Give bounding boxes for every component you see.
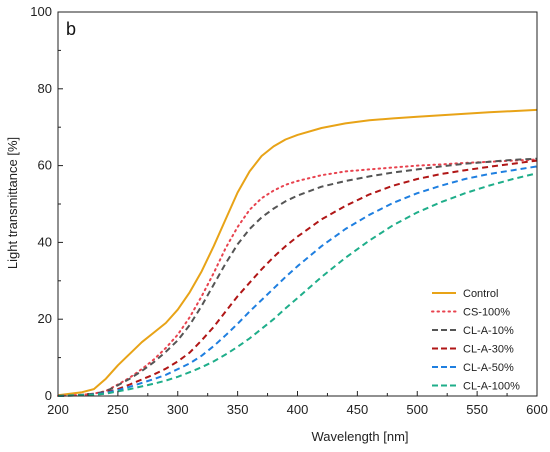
y-tick-label: 100 [30,4,52,19]
series-line-5 [57,165,538,397]
legend-label-6: CL-A-100% [463,381,520,393]
legend: Control CS-100% CL-A-10% CL-A-30% CL-A-50% CL… [431,288,520,393]
x-tick-label: 200 [47,402,69,417]
x-tick-label: 300 [167,402,189,417]
y-axis-label: Light transmittance [%] [5,137,20,269]
x-axis-label: Wavelength [nm] [311,429,408,444]
series-line-2 [57,158,538,397]
series-layer [57,108,538,397]
legend-label-4: CL-A-30% [463,344,514,356]
x-tick-label: 550 [466,402,488,417]
y-tick-label: 0 [45,388,52,403]
x-tick-label: 250 [107,402,129,417]
y-tick-label: 20 [38,311,52,326]
legend-label-2: CS-100% [463,307,510,319]
series-line-4 [57,159,538,397]
x-tick-label: 500 [406,402,428,417]
series-line-3 [57,157,538,397]
y-tick-label: 40 [38,234,52,249]
y-tick-label: 60 [38,158,52,173]
series-line-1 [57,108,538,397]
x-tick-label: 450 [347,402,369,417]
legend-label-1: Control [463,288,498,300]
x-tick-label: 600 [526,402,548,417]
axes-layer: 200 250 300 350 400 450 500 550 600 0 20 40 60 80 100 [30,4,548,417]
x-tick-label: 400 [287,402,309,417]
y-tick-label: 80 [38,81,52,96]
plot-frame [57,11,538,397]
legend-label-3: CL-A-10% [463,325,514,337]
panel-label: b [66,19,76,39]
series-line-6 [57,172,538,397]
legend-label-5: CL-A-50% [463,362,514,374]
x-tick-label: 350 [227,402,249,417]
